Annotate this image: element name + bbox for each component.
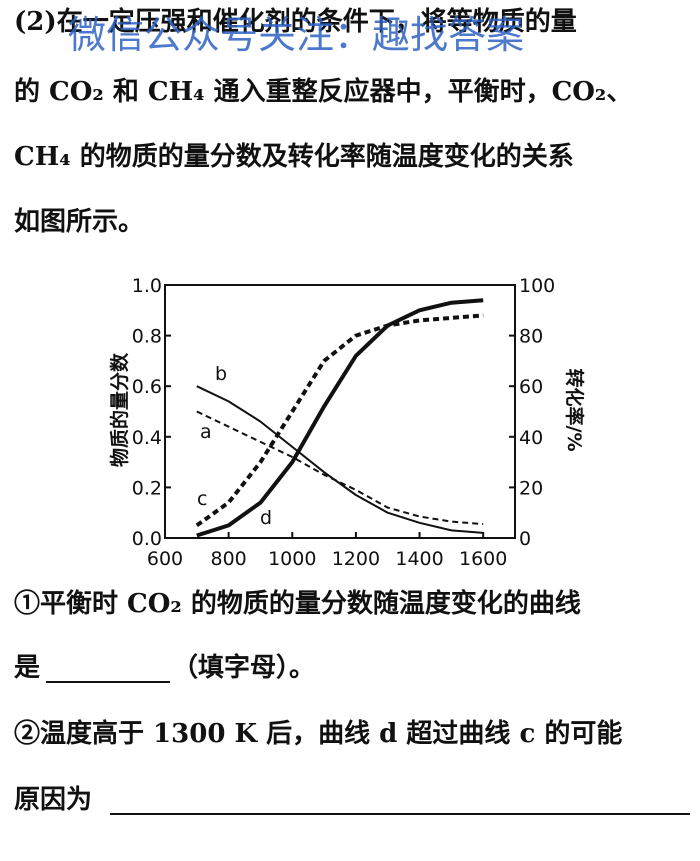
text-line: 的 CO₂ 和 CH₄ 通入重整反应器中，平衡时，CO₂、 <box>14 76 632 107</box>
y-tick-label: 0.8 <box>132 326 162 348</box>
text-line: CH₄ 的物质的量分数及转化率随温度变化的关系 <box>14 141 574 172</box>
curve <box>196 385 484 534</box>
y2-tick-label: 80 <box>519 326 543 348</box>
curve-label: a <box>200 421 212 443</box>
curve <box>195 313 484 528</box>
y2-axis-title: 转化率/% <box>563 369 586 452</box>
y-tick-label: 1.0 <box>132 275 162 297</box>
y2-tick-label: 0 <box>519 528 531 550</box>
plot-frame <box>164 284 516 539</box>
question: ②温度高于 1300 K 后，曲线 d 超过曲线 c 的可能 <box>14 718 622 749</box>
x-tick-label: 800 <box>211 548 247 570</box>
curve <box>196 298 484 538</box>
x-tick-label: 1000 <box>268 548 316 570</box>
x-tick-label: 1600 <box>459 548 507 570</box>
y2-tick-label: 60 <box>519 376 543 398</box>
y2-tick-label: 40 <box>519 427 543 449</box>
curve-label: d <box>260 507 272 529</box>
y-tick-label: 0.4 <box>132 427 162 449</box>
watermark: 微信公众号关注：趣找答案 <box>68 13 524 57</box>
text-line: (2)在一定压强和催化剂的条件下，将等物质的量 <box>14 6 577 37</box>
y2-tick-label: 100 <box>519 275 555 297</box>
question: ①平衡时 CO₂ 的物质的量分数随温度变化的曲线 <box>14 588 581 619</box>
y-tick-label: 0.2 <box>132 477 162 499</box>
x-tick-label: 1400 <box>395 548 443 570</box>
curve <box>196 410 484 526</box>
question: （填字母）。 <box>172 652 315 683</box>
y2-tick-label: 20 <box>519 477 543 499</box>
question: 原因为 <box>14 785 92 815</box>
x-tick-label: 600 <box>147 548 183 570</box>
chart: 0.0 0.2 0.4 0.6 0.8 1.0 0 20 40 60 80 100 600 800 1000… <box>108 275 586 570</box>
text-line: 如图所示。 <box>14 207 144 237</box>
curve-label: b <box>215 363 227 385</box>
y-axis-title: 物质的量分数 <box>108 352 131 467</box>
y-tick-label: 0.0 <box>132 528 162 550</box>
curve-label: c <box>197 488 207 510</box>
x-tick-label: 1200 <box>332 548 380 570</box>
question: 是 <box>14 653 40 683</box>
y-tick-label: 0.6 <box>132 376 162 398</box>
